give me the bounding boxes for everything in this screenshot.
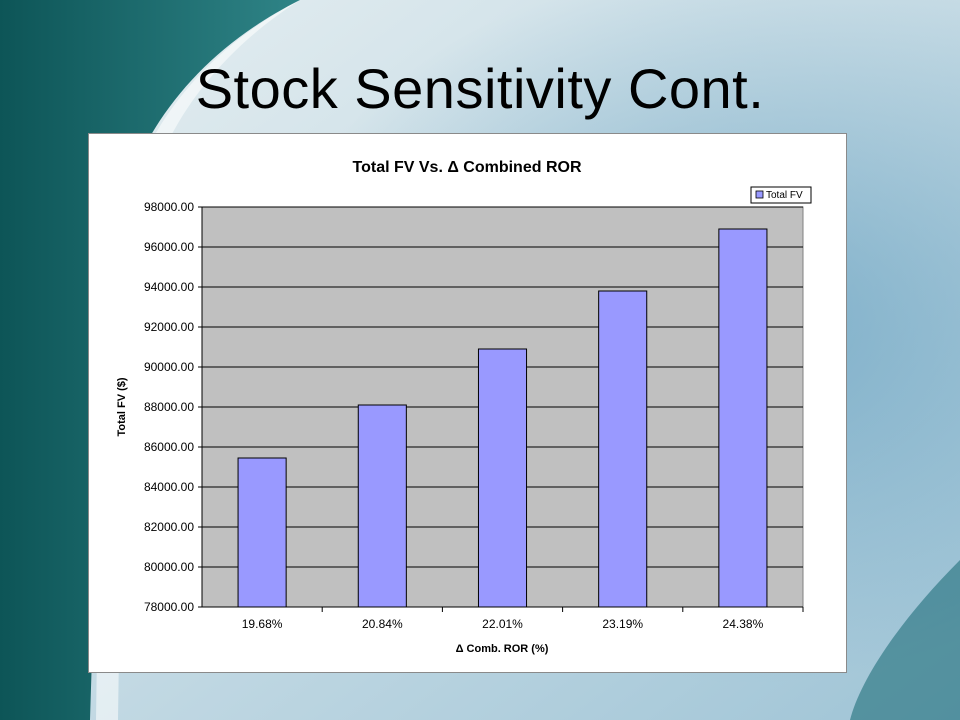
legend-box [750,186,812,204]
y-tick-label: 96000.00 [144,240,194,254]
y-tick-label: 98000.00 [144,200,194,214]
bar [477,348,528,608]
slide-title: Stock Sensitivity Cont. [195,57,765,120]
bar [718,228,768,608]
x-tick-label: 20.84% [362,617,403,631]
y-tick-label: 88000.00 [144,400,194,414]
y-axis-label: Total FV ($) [116,377,128,436]
y-tick-label: 80000.00 [144,560,194,574]
y-tick-label: 82000.00 [144,520,194,534]
y-axis-ticks: 78000.00 80000.00 82000.00 84000.00 86000.00… [144,200,202,614]
x-tick-label: 23.19% [602,617,643,631]
bar-chart: Total FV Vs. Δ Combined ROR 78000.00 8000… [116,159,812,655]
x-axis-ticks: 19.68% 20.84% 22.01% 23.19% 24.38% [242,607,804,631]
y-tick-label: 86000.00 [144,440,194,454]
bar [357,404,407,608]
x-tick-label: 24.38% [723,617,764,631]
chart-title: Total FV Vs. Δ Combined ROR [353,159,582,176]
y-tick-label: 90000.00 [144,360,194,374]
y-tick-label: 94000.00 [144,280,194,294]
bar [598,290,648,608]
bar [237,457,287,608]
y-tick-label: 84000.00 [144,480,194,494]
bars [237,228,768,608]
legend-label: Total FV [766,190,803,201]
x-axis-label: Δ Comb. ROR (%) [456,643,549,655]
legend: Total FV [750,186,812,204]
x-tick-label: 19.68% [242,617,283,631]
chart-frame: Total FV Vs. Δ Combined ROR 78000.00 8000… [88,133,847,673]
y-tick-label: 92000.00 [144,320,194,334]
y-tick-label: 78000.00 [144,600,194,614]
x-tick-label: 22.01% [482,617,523,631]
legend-swatch [755,190,764,199]
